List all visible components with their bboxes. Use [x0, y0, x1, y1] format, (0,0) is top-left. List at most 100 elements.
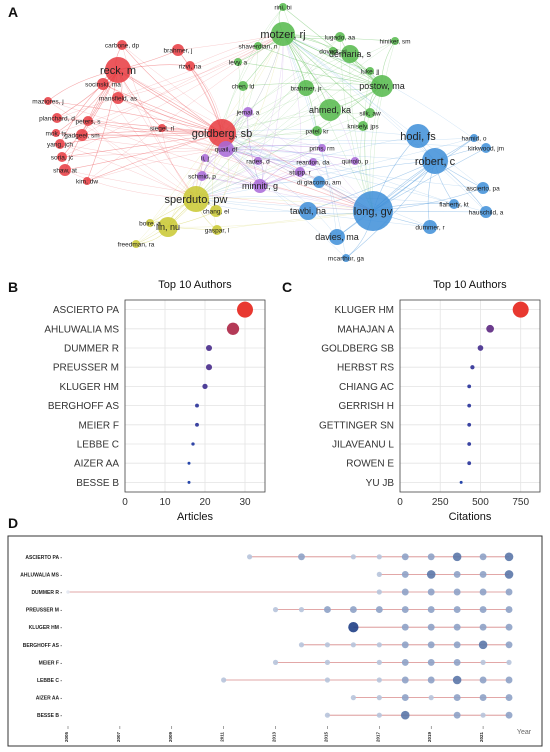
articles-dot-ascierto-pa: [237, 301, 253, 318]
network-node-mansfield-as: [112, 92, 124, 104]
timeline-dot-preusser-m-2022: [505, 606, 513, 614]
citations-dot-mahajan-a: [486, 324, 494, 333]
network-node-long-gv: [353, 191, 393, 231]
citations-label-gerrish-h: GERRISH H: [338, 401, 394, 412]
timeline-label-dummer-r: DUMMER R -: [31, 590, 62, 596]
citations-label-herbst-rs: HERBST RS: [337, 363, 394, 374]
citations-plot-area: [400, 300, 540, 492]
network-edge: [195, 40, 396, 200]
timeline-dot-aizer-aa-2019: [428, 695, 434, 701]
timeline-ticklabel-2013: 2013: [272, 732, 277, 743]
articles-dot-meier-f: [195, 422, 199, 427]
network-node-boire-a: [146, 219, 154, 227]
network-edge: [221, 6, 284, 134]
network-edge: [215, 33, 284, 212]
network-label-maziores-j: maziores, j: [32, 98, 63, 105]
network-edge: [64, 169, 197, 200]
network-edge: [282, 6, 383, 87]
network-node-prins-rm: [318, 144, 326, 152]
network-edge: [257, 33, 284, 162]
network-node-tawbi-ha: [299, 202, 317, 220]
timeline-dot-meier-f-2019: [427, 658, 435, 666]
network-label-reck-m: reck, m: [100, 65, 136, 77]
network-edge: [221, 36, 341, 134]
network-node-hiniker-sm: [391, 37, 399, 45]
network-label-stupp-r: stupp, r: [289, 169, 312, 176]
network-label-lin-nu: lin, nu: [156, 222, 180, 232]
citations-title: Top 10 Authors: [433, 279, 507, 291]
network-label-carbone-dp: carbone, dp: [105, 42, 140, 49]
network-edge: [349, 53, 374, 212]
timeline-dot-aizer-aa-2018: [401, 694, 409, 702]
network-edge: [117, 69, 197, 200]
network-label-goldberg-sb: goldberg, sb: [192, 128, 253, 140]
network-label-rini-bi: rini, bi: [274, 4, 291, 11]
citations-xtick-1: 250: [432, 497, 449, 508]
network-label-socinski-ma: socinski, ma: [85, 81, 121, 88]
network-edge: [195, 112, 371, 200]
network-edge: [195, 135, 419, 200]
timeline-dot-preusser-m-2017: [375, 606, 383, 614]
timeline-dot-besse-b-2020: [453, 711, 461, 719]
timeline-dot-aizer-aa-2016: [350, 695, 356, 701]
network-edge: [225, 148, 356, 162]
network-node-davies-ma: [329, 229, 345, 245]
network-label-chen-ld: chen, ld: [232, 83, 255, 90]
network-edge: [259, 33, 284, 187]
timeline-dot-ahluwalia-ms-2022: [504, 570, 514, 579]
network-node-quail-df: [218, 141, 234, 157]
network-edge: [225, 145, 323, 150]
network-node-maziores-j: [44, 97, 52, 105]
timeline-dot-preusser-m-2013: [272, 607, 279, 613]
timeline-label-ahluwalia-ms: AHLUWALIA MS -: [20, 572, 62, 578]
network-edge: [195, 70, 371, 200]
network-edge: [372, 40, 396, 212]
network-node-mcarthur-ga: [342, 254, 350, 262]
network-edge: [161, 127, 374, 212]
citations-dot-gerrish-h: [467, 403, 472, 408]
network-label-rades-d: rades, d: [246, 158, 270, 165]
timeline-dot-kluger-hm-2018: [401, 623, 409, 631]
network-edge: [247, 111, 261, 187]
timeline-label-besse-b: BESSE B -: [37, 713, 62, 719]
network-label-minniti-g: minniti, g: [242, 181, 278, 191]
network-node-demaria-s: [341, 45, 359, 63]
network-label-gaspar-l: gaspar, l: [205, 227, 230, 234]
network-edge: [282, 33, 302, 173]
network-labels: reck, m brahmer, j carbone, dp rizvi, na soc…: [32, 4, 504, 262]
network-label-demaria-s: demaria, s: [329, 49, 372, 59]
network-label-hamid-o: hamid, o: [462, 135, 487, 142]
network-label-levy-a: levy, a: [229, 59, 248, 66]
network-node-patel-kr: [312, 126, 322, 136]
timeline-dot-dummer-r-2018: [401, 588, 409, 596]
network-edge: [195, 85, 383, 200]
timeline-dot-aizer-aa-2022: [505, 694, 513, 702]
network-edge: [56, 117, 223, 134]
panel-label-b: B: [8, 279, 19, 295]
network-label-mcarthur-ga: mcarthur, ga: [328, 255, 365, 262]
timeline-dot-meier-f-2018: [401, 658, 409, 666]
timeline-dot-ahluwalia-ms-2019: [426, 570, 436, 579]
network-label-peters-s: peters, s: [76, 118, 102, 125]
timeline-dot-aizer-aa-2020: [453, 694, 461, 702]
network-node-di-giacomo-am: [313, 176, 325, 188]
timeline-dot-ahluwalia-ms-2020: [453, 570, 461, 578]
timeline-dot-besse-b-2017: [376, 712, 382, 718]
citations-xtick-0: 0: [397, 497, 403, 508]
timeline-dot-ascierto-pa-2016: [350, 554, 356, 560]
network-label-freedman-ra: freedman, ra: [118, 241, 155, 248]
network-edge: [221, 132, 374, 212]
network-edge: [221, 132, 475, 142]
timeline-dot-kluger-hm-2020: [453, 623, 461, 631]
network-edge: [117, 69, 374, 212]
timeline-dot-ascierto-pa-2017: [376, 554, 382, 560]
timeline-dot-dummer-r-2019: [427, 588, 435, 596]
network-node-li-j: [201, 154, 209, 162]
top-authors-articles-chart: Top 10 Authors 0 10 20 30 Articles ASCIERTO PA…: [44, 279, 266, 520]
network-edge: [282, 33, 487, 213]
timeline-dot-preusser-m-2021: [479, 606, 487, 614]
timeline-dot-ascierto-pa-2012: [247, 554, 253, 560]
timeline-dot-ascierto-pa-2019: [427, 553, 435, 561]
timeline-dot-lebbe-c-2021: [479, 676, 487, 684]
timeline-dot-dummer-r-2005: [66, 590, 70, 594]
